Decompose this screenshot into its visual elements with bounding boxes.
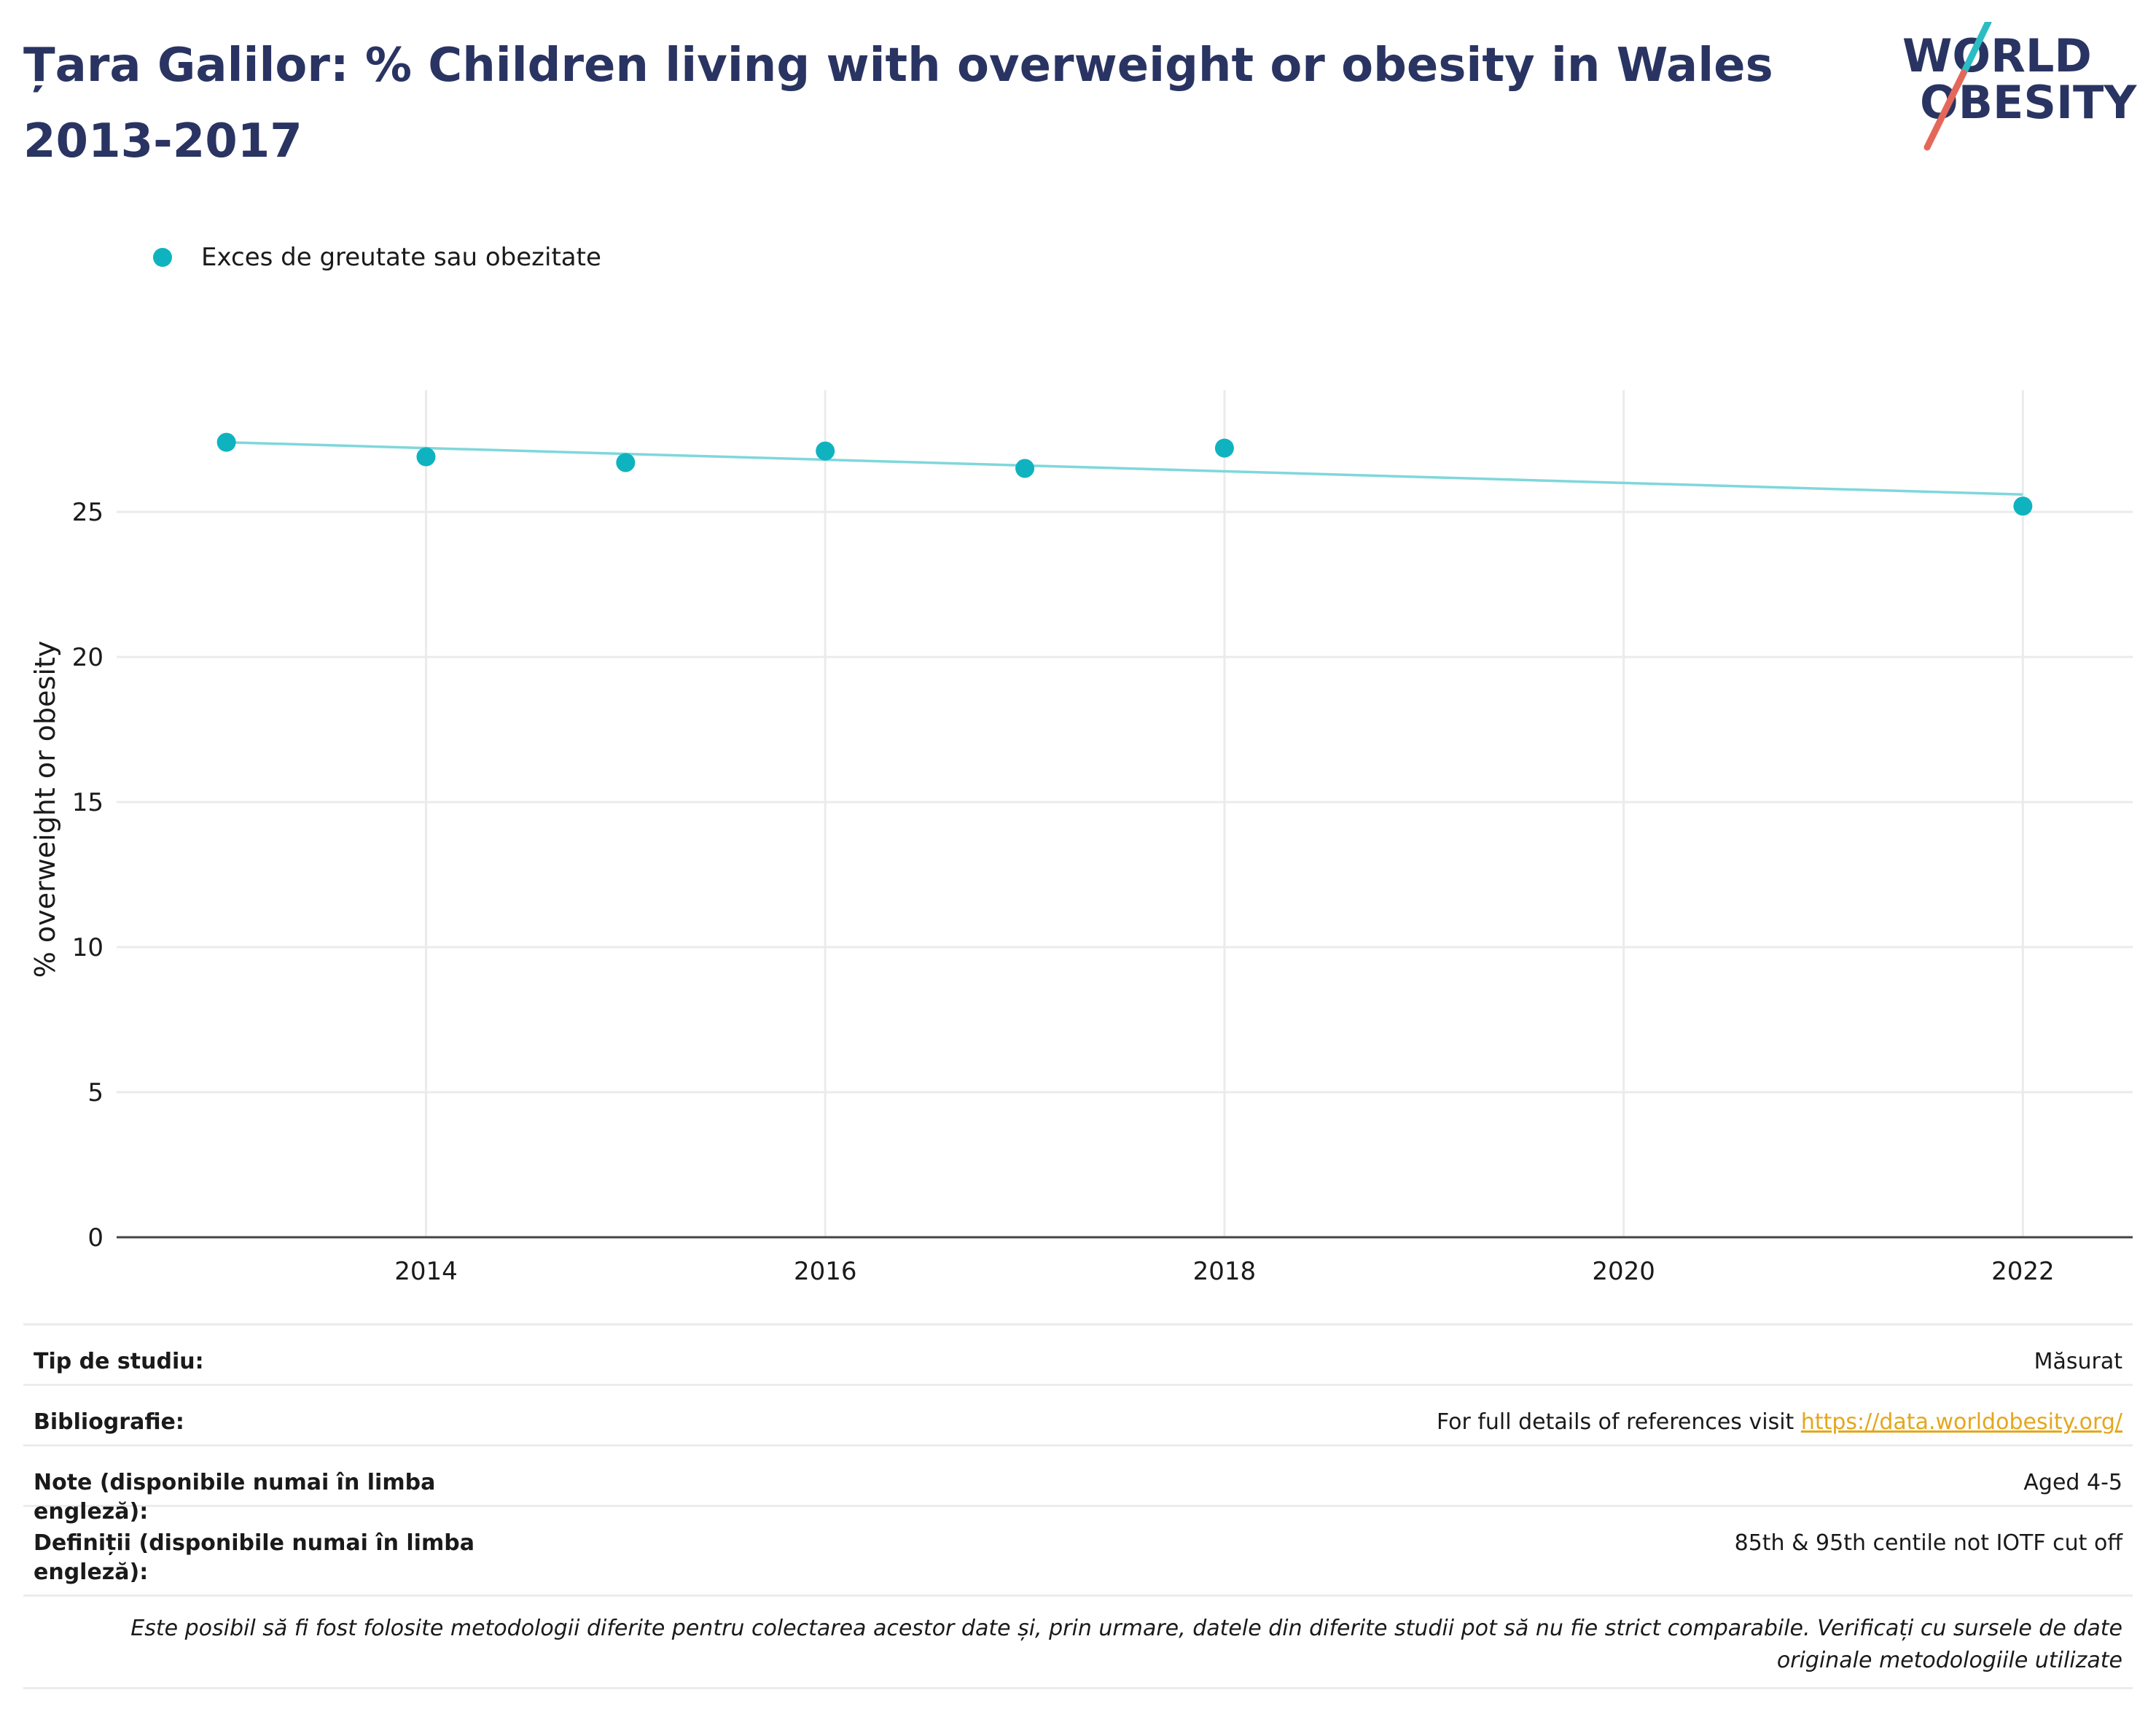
title-line-1: Țara Galilor: % Children living with ove… [23, 39, 1773, 93]
legend-label: Exces de greutate sau obezitate [201, 243, 601, 272]
metadata-row-definitions: Definiții (disponibile numai în limba en… [23, 1505, 2133, 1594]
chart-plot: 0 5 10 15 20 25 2014 2016 2018 2020 2022 [72, 390, 2133, 1286]
x-tick-label: 2020 [1592, 1257, 1655, 1286]
metadata-row-notes: Note (disponibile numai în limba engleză… [23, 1444, 2133, 1525]
logo-text-world: WORLD [1902, 29, 2092, 82]
y-tick-label: 15 [72, 788, 103, 817]
metadata-value: 85th & 95th centile not IOTF cut off [1734, 1530, 2122, 1556]
disclaimer-line-2: originale metodologiile utilizate [1776, 1648, 2122, 1673]
metadata-key: Note (disponibile numai în limba engleză… [34, 1470, 436, 1525]
disclaimer-line-1: Este posibil să fi fost folosite metodol… [130, 1616, 2122, 1641]
metadata-table: Tip de studiu: Măsurat Bibliografie: For… [23, 1323, 2133, 1689]
legend-marker [153, 248, 172, 267]
metadata-value: For full details of references visit htt… [1437, 1408, 2122, 1437]
metadata-key: Tip de studiu: [34, 1349, 204, 1374]
data-point [216, 432, 236, 452]
data-point [416, 447, 436, 467]
x-tick-label: 2016 [794, 1257, 857, 1286]
metadata-key: Definiții (disponibile numai în limba en… [34, 1530, 474, 1585]
logo-slash-red [1923, 69, 1967, 151]
metadata-row-study-type: Tip de studiu: Măsurat [23, 1323, 2133, 1384]
x-tick-label: 2022 [1991, 1257, 2055, 1286]
data-point [816, 441, 835, 461]
x-tick-label: 2018 [1193, 1257, 1257, 1286]
disclaimer-note: Este posibil să fi fost folosite metodol… [23, 1594, 2133, 1689]
data-point [2013, 497, 2033, 516]
y-tick-label: 5 [87, 1078, 103, 1107]
y-tick-label: 0 [87, 1223, 103, 1253]
metadata-key: Bibliografie: [34, 1409, 184, 1435]
references-link[interactable]: https://data.worldobesity.org/ [1800, 1409, 2122, 1435]
page-title: Țara Galilor: % Children living with ove… [23, 28, 1831, 179]
title-line-2: 2013-2017 [23, 114, 302, 168]
metadata-value: Măsurat [2034, 1349, 2122, 1374]
y-tick-label: 25 [72, 498, 103, 527]
logo-slash-teal [1960, 18, 1992, 77]
y-tick-label: 10 [72, 933, 103, 962]
y-tick-label: 20 [72, 643, 103, 672]
x-tick-label: 2014 [394, 1257, 458, 1286]
world-obesity-logo: WORLD OBESITY [1902, 18, 2143, 153]
data-point [1214, 438, 1234, 458]
data-point [616, 453, 636, 472]
metadata-value: Aged 4-5 [2023, 1470, 2122, 1495]
data-point [1015, 459, 1035, 478]
bibliography-text: For full details of references visit [1436, 1409, 1801, 1435]
trend-line [226, 440, 2023, 497]
chart-legend: Exces de greutate sau obezitate [153, 239, 601, 276]
metadata-row-bibliography: Bibliografie: For full details of refere… [23, 1384, 2133, 1444]
